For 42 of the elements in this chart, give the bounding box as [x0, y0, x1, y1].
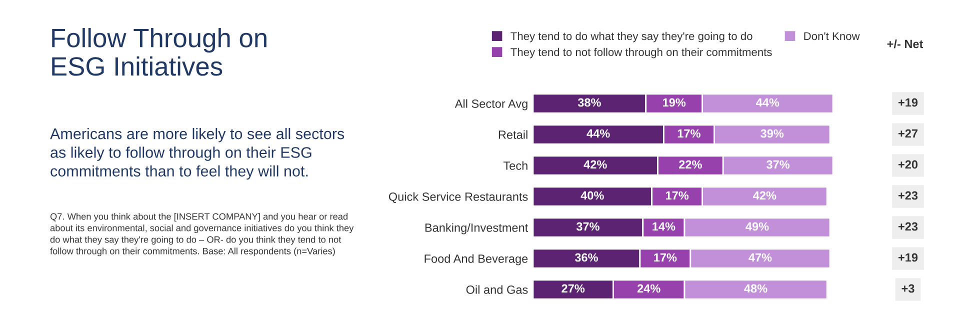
data-label: 42% — [753, 191, 776, 200]
text: +/- Net — [887, 40, 924, 48]
text: +27 — [898, 129, 918, 138]
data-label: 22% — [679, 160, 702, 169]
data-label: 42% — [584, 160, 607, 169]
data-label: 17% — [666, 191, 689, 200]
text: +23 — [898, 222, 918, 231]
text: +23 — [898, 191, 918, 200]
y-tick-label: All Sector Avg — [454, 99, 528, 110]
data-label: 40% — [580, 191, 604, 200]
legend-label: They tend to do what they say they're going to do — [510, 32, 752, 42]
text: +3 — [902, 284, 914, 293]
data-label: 48% — [744, 284, 768, 293]
data-label: 39% — [760, 129, 784, 138]
text: +19 — [898, 98, 918, 107]
y-tick-label: Banking/Investment — [425, 223, 528, 234]
legend-label: Don't Know — [804, 32, 860, 40]
data-label: 38% — [578, 98, 601, 107]
legend-label: They tend to not follow through on their commitments — [510, 48, 772, 58]
y-tick-label: Quick Service Restaurants — [388, 192, 528, 204]
data-label: 49% — [746, 222, 769, 231]
data-label: 17% — [678, 129, 700, 138]
data-label: 37% — [766, 160, 790, 169]
data-label: 24% — [637, 284, 660, 293]
data-label: 14% — [652, 222, 676, 231]
data-label: 37% — [576, 222, 600, 231]
text: +20 — [898, 160, 918, 169]
data-label: 47% — [748, 253, 772, 262]
text: +19 — [898, 253, 918, 262]
y-tick-label: Retail — [498, 130, 528, 139]
data-label: 27% — [562, 284, 585, 293]
data-label: 36% — [574, 253, 598, 262]
data-label: 17% — [654, 253, 677, 262]
y-tick-label: Tech — [503, 161, 528, 170]
y-tick-label: Food And Beverage — [424, 254, 528, 266]
data-label: 19% — [663, 98, 686, 107]
text: Americans are more likely to see all sectors as likely to follow through on their ESG commitments than to feel they will not. — [50, 128, 344, 180]
text: Follow Through on ESG Initiatives — [52, 28, 266, 76]
y-tick-label: Oil and Gas — [466, 285, 528, 294]
text: Q7. When you think about the [INSERT COMPANY] and you hear or read about its environmental, social and governance initiatives do you think they do what they say they're going to do – OR- do you think they tend to not follow through on their commitments. Base: All respondents (n=Varies) — [50, 213, 354, 256]
data-label: 44% — [756, 98, 780, 107]
data-label: 44% — [586, 129, 610, 138]
